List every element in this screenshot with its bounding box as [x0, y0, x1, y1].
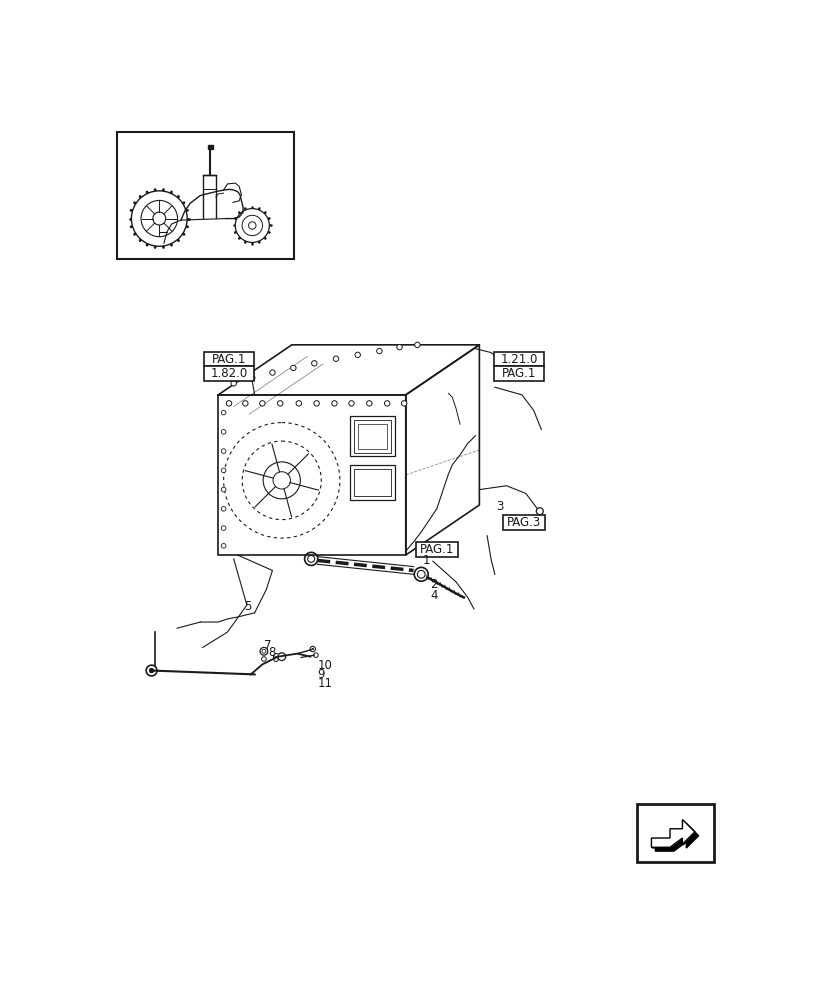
Circle shape: [313, 401, 319, 406]
Circle shape: [249, 375, 255, 381]
Circle shape: [414, 342, 419, 348]
Circle shape: [384, 401, 390, 406]
Circle shape: [221, 526, 226, 530]
Polygon shape: [652, 820, 695, 848]
Text: PAG.1: PAG.1: [212, 353, 246, 366]
Text: 3: 3: [496, 500, 503, 513]
Circle shape: [221, 449, 226, 453]
Text: PAG.3: PAG.3: [506, 516, 540, 529]
Circle shape: [277, 401, 283, 406]
Bar: [502, 515, 545, 530]
Circle shape: [131, 191, 187, 246]
Circle shape: [261, 649, 265, 653]
Polygon shape: [651, 820, 694, 847]
Circle shape: [235, 209, 269, 242]
Bar: [204, 352, 254, 366]
Circle shape: [376, 348, 381, 354]
Bar: [353, 420, 390, 453]
Circle shape: [396, 344, 402, 350]
Bar: [415, 542, 458, 557]
Circle shape: [401, 401, 406, 406]
Text: 1.82.0: 1.82.0: [210, 367, 247, 380]
Bar: [208, 145, 213, 149]
Bar: [353, 469, 390, 496]
Circle shape: [221, 507, 226, 511]
Polygon shape: [654, 823, 698, 851]
Bar: [494, 352, 543, 366]
Text: 7: 7: [264, 639, 271, 652]
Text: 1.21.0: 1.21.0: [500, 353, 537, 366]
Bar: [494, 366, 543, 381]
Text: 4: 4: [430, 589, 437, 602]
Bar: [350, 416, 394, 456]
Bar: [117, 132, 294, 259]
Circle shape: [311, 361, 317, 366]
Bar: [636, 804, 714, 862]
Circle shape: [221, 430, 226, 434]
Circle shape: [242, 401, 248, 406]
Circle shape: [221, 468, 226, 473]
Text: 9: 9: [317, 668, 324, 681]
Circle shape: [355, 352, 360, 358]
Circle shape: [333, 356, 338, 361]
Circle shape: [221, 410, 226, 415]
Text: 8: 8: [267, 646, 275, 659]
Circle shape: [270, 370, 275, 375]
Circle shape: [221, 487, 226, 492]
Text: 2: 2: [430, 578, 437, 591]
Circle shape: [296, 401, 301, 406]
Circle shape: [149, 668, 154, 673]
Bar: [357, 424, 387, 449]
Circle shape: [231, 381, 237, 386]
Text: PAG.1: PAG.1: [419, 543, 454, 556]
Bar: [204, 366, 254, 381]
Text: 11: 11: [317, 677, 332, 690]
Text: 1: 1: [423, 554, 430, 567]
Bar: [350, 465, 394, 500]
Text: 6: 6: [270, 652, 278, 666]
Circle shape: [332, 401, 337, 406]
Circle shape: [226, 401, 232, 406]
Circle shape: [260, 401, 265, 406]
Circle shape: [290, 365, 296, 371]
Circle shape: [348, 401, 354, 406]
Text: 10: 10: [317, 659, 332, 672]
Text: 5: 5: [244, 600, 251, 613]
Circle shape: [221, 544, 226, 548]
Text: PAG.1: PAG.1: [501, 367, 535, 380]
Circle shape: [311, 648, 313, 650]
Circle shape: [366, 401, 371, 406]
